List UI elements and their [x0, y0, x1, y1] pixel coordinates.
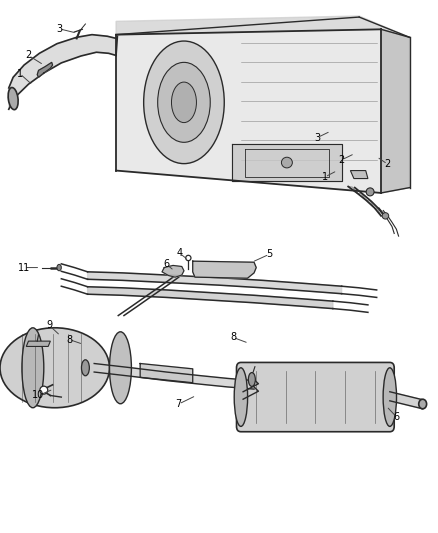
Text: 4: 4 [177, 248, 183, 258]
Ellipse shape [144, 41, 224, 164]
Ellipse shape [40, 386, 48, 394]
Text: 10: 10 [32, 391, 45, 400]
Polygon shape [350, 171, 368, 179]
Text: 1: 1 [17, 69, 23, 78]
Text: 6: 6 [393, 412, 399, 422]
Text: 2: 2 [339, 155, 345, 165]
Polygon shape [26, 341, 50, 346]
Ellipse shape [8, 87, 18, 110]
Ellipse shape [81, 360, 89, 376]
Ellipse shape [419, 399, 427, 409]
Polygon shape [116, 29, 410, 193]
Ellipse shape [281, 157, 293, 168]
Text: 3: 3 [56, 24, 62, 34]
Polygon shape [116, 16, 410, 37]
Text: 7: 7 [176, 399, 182, 409]
Polygon shape [140, 364, 193, 383]
Text: 5: 5 [266, 249, 272, 259]
Text: 1: 1 [322, 172, 328, 182]
Ellipse shape [0, 328, 110, 408]
Polygon shape [37, 62, 53, 77]
Polygon shape [88, 287, 333, 309]
Text: 2: 2 [25, 51, 32, 60]
Polygon shape [88, 272, 342, 294]
Ellipse shape [110, 332, 131, 404]
Text: 3: 3 [314, 133, 321, 142]
Ellipse shape [186, 255, 191, 261]
Text: 8: 8 [66, 335, 72, 344]
Polygon shape [390, 392, 423, 409]
Polygon shape [162, 265, 184, 277]
FancyBboxPatch shape [237, 362, 394, 432]
Ellipse shape [171, 82, 196, 123]
Ellipse shape [234, 368, 247, 426]
Text: 8: 8 [230, 333, 236, 342]
Ellipse shape [57, 264, 61, 271]
Ellipse shape [382, 213, 389, 219]
Ellipse shape [366, 188, 374, 196]
Text: 2: 2 [385, 159, 391, 169]
Ellipse shape [248, 373, 255, 386]
Ellipse shape [22, 328, 44, 408]
Text: 6: 6 [163, 260, 170, 269]
Polygon shape [94, 364, 254, 389]
Polygon shape [9, 35, 116, 109]
Ellipse shape [158, 62, 210, 142]
Ellipse shape [383, 368, 396, 426]
Polygon shape [232, 144, 342, 181]
Polygon shape [193, 261, 256, 278]
Polygon shape [381, 29, 410, 193]
Text: 9: 9 [46, 320, 52, 330]
Text: 11: 11 [18, 263, 30, 272]
